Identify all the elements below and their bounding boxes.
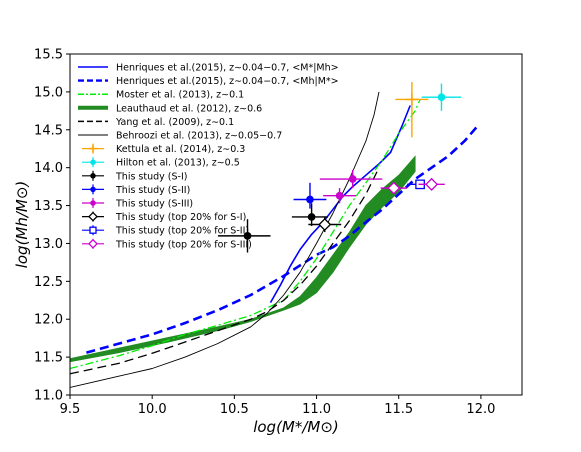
legend-item-11: This study (top 20% for S-I) xyxy=(82,211,246,223)
point-marker-3 xyxy=(307,213,316,221)
legend-item-3: Leauthaud et al. (2012), z∼0.6 xyxy=(78,103,262,114)
plot-layer xyxy=(70,82,479,388)
legend-label-9: This study (S-II) xyxy=(115,185,190,196)
legend-swatch-6 xyxy=(89,144,97,153)
data-point-2 xyxy=(217,219,271,253)
x-tick-label-3: 11.0 xyxy=(302,402,331,417)
legend-item-9: This study (S-II) xyxy=(82,184,190,196)
x-tick-label-4: 11.5 xyxy=(384,402,413,417)
legend-item-6: Kettula et al. (2014), z∼0.3 xyxy=(82,143,245,155)
legend-swatch-12 xyxy=(89,226,97,234)
legend-swatch-11 xyxy=(88,211,98,222)
y-tick-label-1: 11.5 xyxy=(34,351,63,366)
legend-item-13: This study (top 20% for S-III) xyxy=(82,238,252,250)
legend-item-1: Henriques et al.(2015), z∼0.04−0.7, <Mh|… xyxy=(78,76,339,87)
legend-item-10: This study (S-III) xyxy=(82,198,193,210)
legend-label-0: Henriques et al.(2015), z∼0.04−0.7, <M*|… xyxy=(116,63,339,74)
data-point-9 xyxy=(418,177,445,191)
point-marker-1 xyxy=(437,93,446,102)
data-point-6 xyxy=(323,188,356,204)
y-tick-label-0: 11.0 xyxy=(34,389,63,404)
data-point-5 xyxy=(319,169,383,189)
y-tick-label-7: 14.5 xyxy=(34,123,63,138)
x-axis-label: log(M*/M⊙) xyxy=(253,418,339,436)
legend-swatch-9 xyxy=(90,186,96,193)
y-tick-label-5: 13.5 xyxy=(34,199,63,214)
y-tick-label-6: 14.0 xyxy=(34,161,63,176)
legend-item-7: Hilton et al. (2013), z∼0.5 xyxy=(82,157,240,169)
y-tick-label-3: 12.5 xyxy=(34,275,63,290)
y-tick-label-8: 15.0 xyxy=(34,85,63,100)
x-tick-label-1: 10.0 xyxy=(138,402,167,417)
legend-item-0: Henriques et al.(2015), z∼0.04−0.7, <M*|… xyxy=(78,63,339,74)
series-line-1 xyxy=(86,125,479,354)
legend-label-2: Moster et al. (2013), z∼0.1 xyxy=(116,90,244,101)
point-marker-9 xyxy=(425,177,439,191)
legend-item-8: This study (S-I) xyxy=(82,170,187,182)
legend-label-11: This study (top 20% for S-I) xyxy=(115,212,246,223)
point-marker-6 xyxy=(335,191,344,200)
data-point-7 xyxy=(308,216,342,233)
legend-item-2: Moster et al. (2013), z∼0.1 xyxy=(78,90,244,101)
legend-label-5: Behroozi et al. (2013), z∼0.05−0.7 xyxy=(116,131,282,142)
y-tick-label-4: 13.0 xyxy=(34,237,63,252)
data-point-10 xyxy=(380,181,407,195)
legend-swatch-8 xyxy=(90,173,96,179)
data-point-4 xyxy=(293,182,327,209)
data-point-0 xyxy=(395,82,429,138)
legend-swatch-13 xyxy=(88,238,98,249)
y-tick-label-2: 12.0 xyxy=(34,313,63,328)
plot-frame xyxy=(69,53,523,396)
legend-label-4: Yang et al. (2009), z∼0.1 xyxy=(115,117,234,128)
legend-item-4: Yang et al. (2009), z∼0.1 xyxy=(78,117,234,128)
data-point-1 xyxy=(421,83,462,111)
legend-item-12: This study (top 20% for S-II) xyxy=(82,225,249,237)
series-line-3 xyxy=(70,167,380,375)
plot-content xyxy=(70,82,479,388)
point-marker-0 xyxy=(405,93,418,106)
data-point-3 xyxy=(291,203,329,227)
legend-label-8: This study (S-I) xyxy=(115,171,187,182)
legend-label-10: This study (S-III) xyxy=(115,199,193,210)
legend-item-5: Behroozi et al. (2013), z∼0.05−0.7 xyxy=(78,131,282,142)
point-marker-10 xyxy=(387,181,401,195)
x-tick-label-0: 9.5 xyxy=(60,402,81,417)
legend: Henriques et al.(2015), z∼0.04−0.7, <M*|… xyxy=(78,63,339,250)
point-marker-7 xyxy=(318,217,332,232)
series-line-2 xyxy=(70,99,421,370)
axes-layer: 9.5 10.0 10.5 11.0 11.5 12.0 11.0 11.5 12.0 12.5 1… xyxy=(34,48,523,417)
band-0 xyxy=(70,155,416,363)
x-tick-label-2: 10.5 xyxy=(220,402,249,417)
legend-label-6: Kettula et al. (2014), z∼0.3 xyxy=(116,144,245,155)
y-tick-label-9: 15.5 xyxy=(34,48,63,63)
legend-swatch-10 xyxy=(90,200,96,206)
point-marker-5 xyxy=(348,175,357,183)
x-tick-label-5: 12.0 xyxy=(466,402,495,417)
point-marker-2 xyxy=(243,232,252,240)
point-marker-4 xyxy=(306,195,314,204)
legend-label-13: This study (top 20% for S-III) xyxy=(115,239,252,250)
legend-label-3: Leauthaud et al. (2012), z∼0.6 xyxy=(116,103,262,114)
series-line-4 xyxy=(70,91,380,388)
legend-label-1: Henriques et al.(2015), z∼0.04−0.7, <Mh|… xyxy=(116,76,339,87)
y-axis-label: log(Mh/M⊙) xyxy=(13,181,31,269)
legend-swatch-7 xyxy=(90,159,96,165)
legend-label-12: This study (top 20% for S-II) xyxy=(115,226,249,237)
legend-label-7: Hilton et al. (2013), z∼0.5 xyxy=(116,158,240,169)
